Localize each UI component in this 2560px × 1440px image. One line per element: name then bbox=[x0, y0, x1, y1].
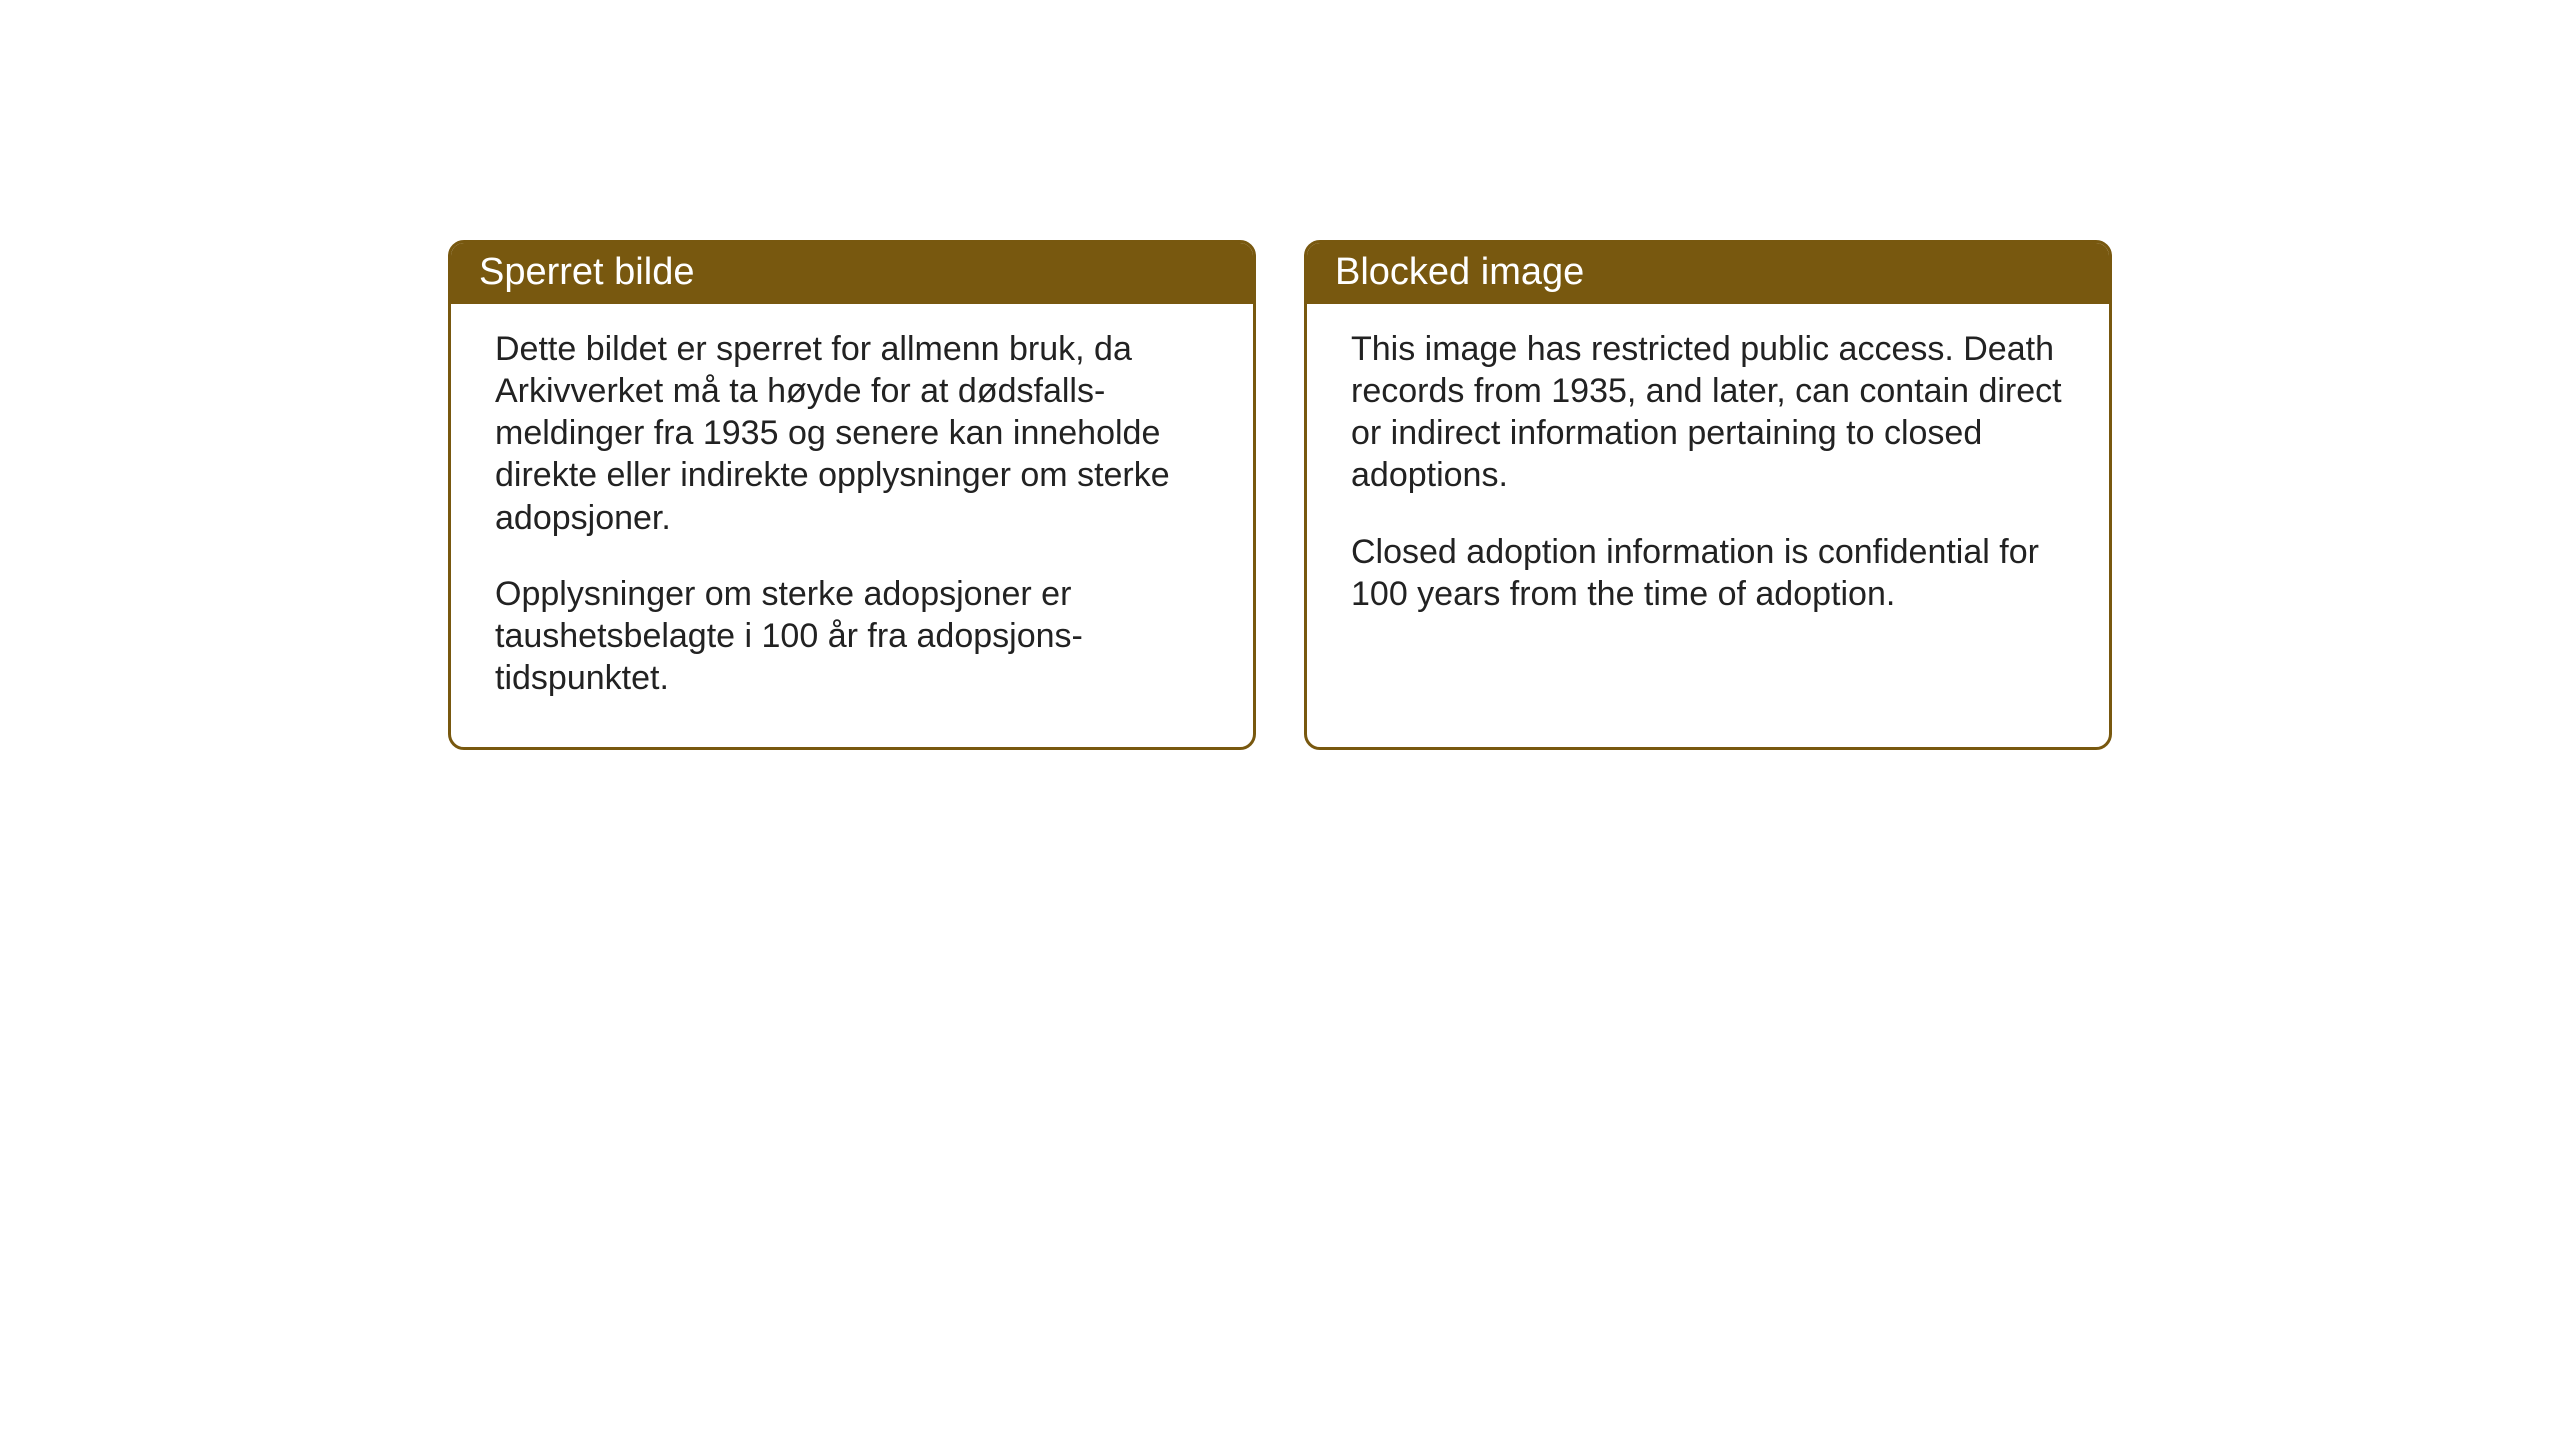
english-card: Blocked image This image has restricted … bbox=[1304, 240, 2112, 750]
english-card-body: This image has restricted public access.… bbox=[1307, 304, 2109, 651]
norwegian-card-header: Sperret bilde bbox=[451, 243, 1253, 304]
norwegian-paragraph-1: Dette bildet er sperret for allmenn bruk… bbox=[495, 328, 1209, 539]
english-paragraph-1: This image has restricted public access.… bbox=[1351, 328, 2065, 497]
norwegian-card-body: Dette bildet er sperret for allmenn bruk… bbox=[451, 304, 1253, 735]
english-card-header: Blocked image bbox=[1307, 243, 2109, 304]
cards-container: Sperret bilde Dette bildet er sperret fo… bbox=[448, 240, 2112, 750]
english-paragraph-2: Closed adoption information is confident… bbox=[1351, 531, 2065, 615]
norwegian-card: Sperret bilde Dette bildet er sperret fo… bbox=[448, 240, 1256, 750]
norwegian-paragraph-2: Opplysninger om sterke adopsjoner er tau… bbox=[495, 573, 1209, 699]
